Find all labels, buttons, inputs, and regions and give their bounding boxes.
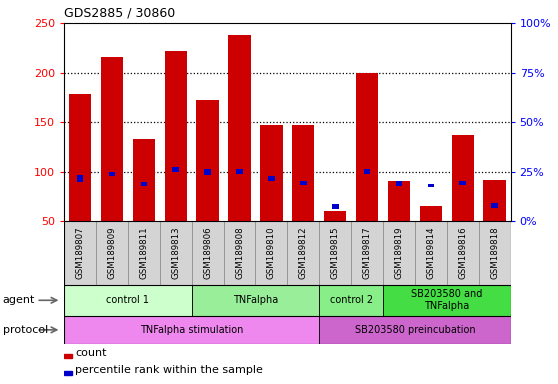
Bar [64, 285, 192, 316]
Bar [451, 135, 474, 221]
Text: TNFalpha: TNFalpha [233, 295, 278, 305]
Text: protocol: protocol [3, 325, 48, 335]
Bar [260, 125, 282, 221]
Bar [388, 180, 410, 221]
Bar [228, 35, 251, 221]
Text: GDS2885 / 30860: GDS2885 / 30860 [64, 6, 175, 19]
Text: SB203580 preincubation: SB203580 preincubation [354, 325, 475, 335]
Bar [491, 204, 498, 208]
Text: GSM189815: GSM189815 [331, 227, 340, 279]
Bar [133, 139, 155, 221]
Bar [268, 175, 275, 180]
Bar [447, 221, 479, 285]
Bar [319, 316, 511, 344]
Text: GSM189812: GSM189812 [299, 227, 308, 279]
Text: SB203580 and
TNFalpha: SB203580 and TNFalpha [411, 290, 483, 311]
Bar [292, 125, 315, 221]
Text: GSM189810: GSM189810 [267, 227, 276, 279]
Bar [236, 169, 243, 174]
Text: percentile rank within the sample: percentile rank within the sample [75, 365, 263, 375]
Text: control 1: control 1 [107, 295, 150, 305]
Bar [224, 221, 256, 285]
Text: agent: agent [3, 295, 35, 305]
Bar [383, 221, 415, 285]
Bar [415, 221, 447, 285]
Bar [324, 211, 347, 221]
Bar [351, 221, 383, 285]
Bar [160, 221, 192, 285]
Bar [396, 180, 402, 185]
Bar [109, 172, 116, 175]
Text: GSM189817: GSM189817 [363, 227, 372, 279]
Text: GSM189814: GSM189814 [426, 227, 435, 279]
Bar [64, 316, 319, 344]
Text: GSM189816: GSM189816 [458, 227, 467, 279]
Text: GSM189807: GSM189807 [76, 227, 85, 279]
Bar [364, 169, 371, 174]
Text: GSM189818: GSM189818 [490, 227, 499, 279]
Bar [427, 184, 434, 187]
Bar [479, 221, 511, 285]
Bar [192, 285, 319, 316]
Bar [356, 73, 378, 221]
Bar [64, 354, 72, 358]
Bar [483, 180, 506, 221]
Text: GSM189809: GSM189809 [108, 227, 117, 279]
Text: GSM189819: GSM189819 [395, 227, 403, 279]
Bar [420, 206, 442, 221]
Bar [101, 57, 123, 221]
Bar [141, 182, 147, 185]
Text: GSM189813: GSM189813 [171, 227, 180, 279]
Text: GSM189806: GSM189806 [203, 227, 212, 279]
Bar [196, 100, 219, 221]
Bar [172, 167, 179, 172]
Bar [332, 204, 339, 209]
Bar [204, 169, 211, 175]
Bar [383, 285, 511, 316]
Bar [96, 221, 128, 285]
Bar [319, 285, 383, 316]
Bar [64, 221, 96, 285]
Text: GSM189808: GSM189808 [235, 227, 244, 279]
Bar [165, 51, 187, 221]
Bar [192, 221, 224, 285]
Bar [459, 180, 466, 185]
Text: count: count [75, 348, 107, 358]
Bar [256, 221, 287, 285]
Bar [64, 371, 72, 375]
Text: GSM189811: GSM189811 [140, 227, 148, 279]
Text: control 2: control 2 [330, 295, 373, 305]
Bar [300, 180, 307, 185]
Bar [128, 221, 160, 285]
Text: TNFalpha stimulation: TNFalpha stimulation [140, 325, 243, 335]
Bar [69, 94, 92, 221]
Bar [319, 221, 351, 285]
Bar [77, 175, 84, 182]
Bar [287, 221, 319, 285]
